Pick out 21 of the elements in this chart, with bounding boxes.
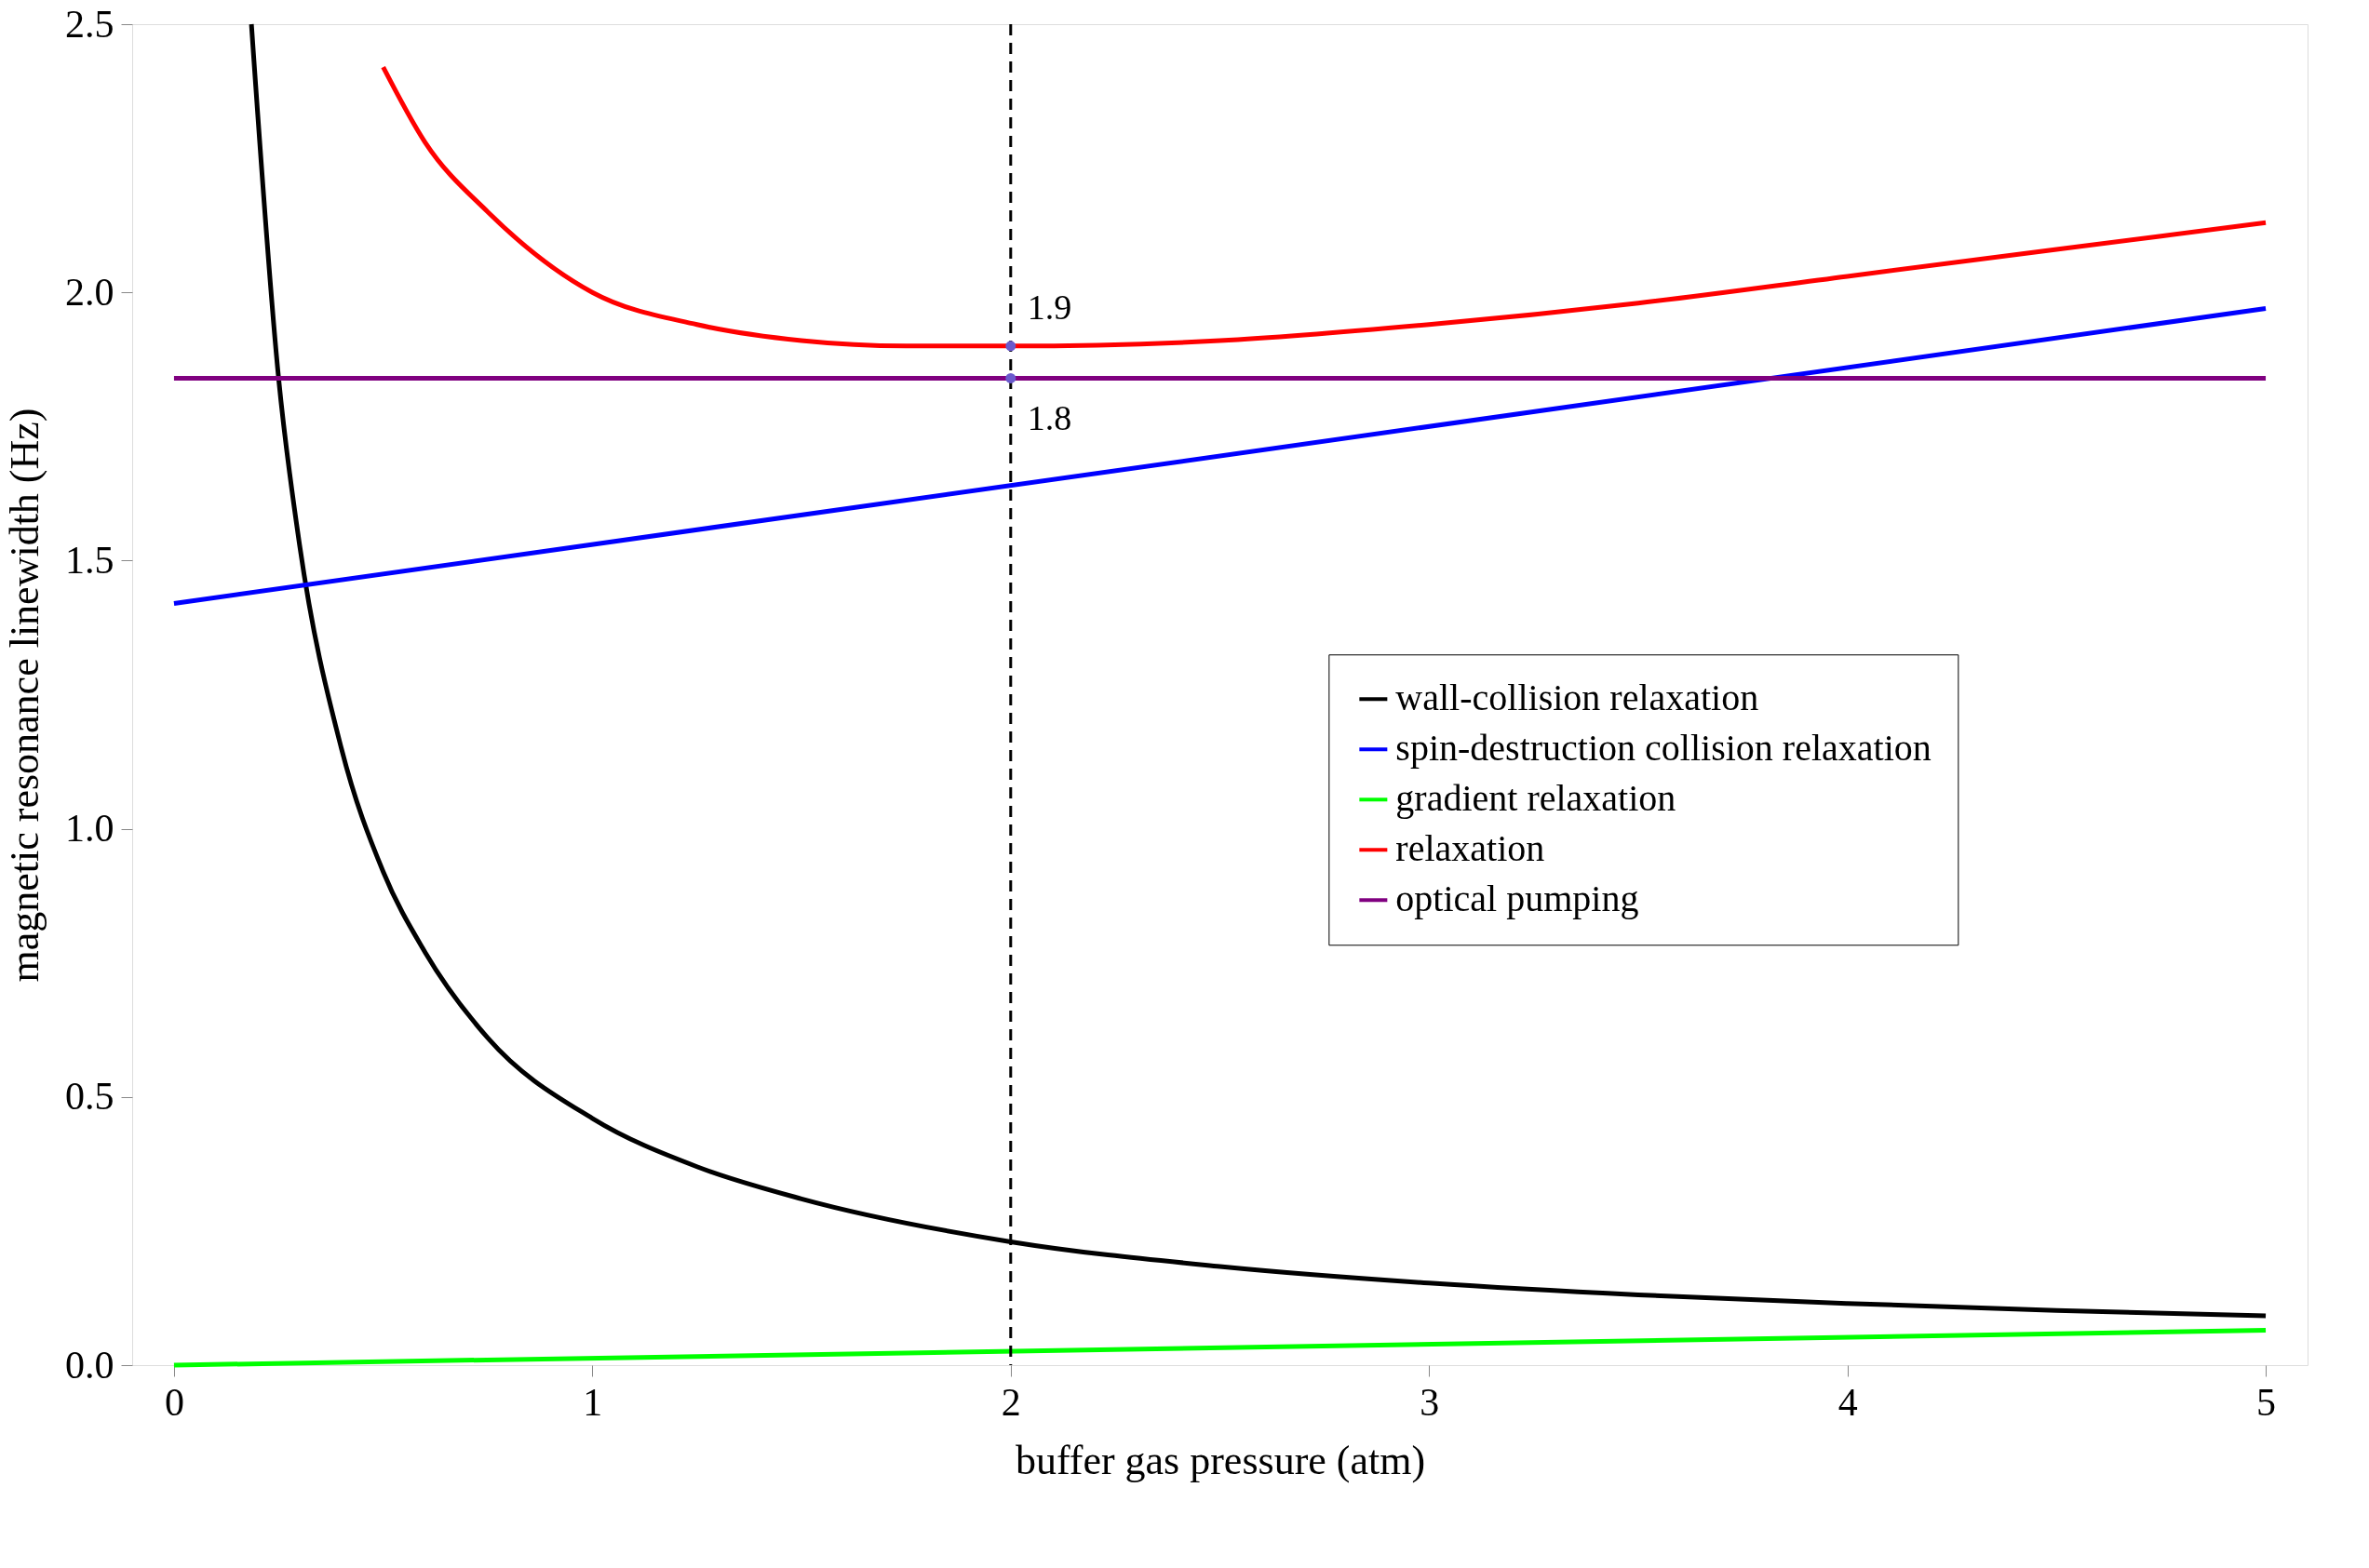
x-tick-label: 5 — [2256, 1380, 2277, 1424]
x-tick-label: 1 — [583, 1380, 603, 1424]
y-tick-label: 1.5 — [65, 538, 114, 582]
y-tick-label: 2.5 — [65, 2, 114, 46]
x-tick-label: 3 — [1420, 1380, 1440, 1424]
legend-label: gradient relaxation — [1395, 777, 1676, 820]
x-axis-title: buffer gas pressure (atm) — [1015, 1437, 1426, 1483]
y-tick-label: 0.5 — [65, 1075, 114, 1119]
y-axis-title: magnetic resonance linewidth (Hz) — [2, 408, 47, 983]
legend-label: spin-destruction collision relaxation — [1395, 727, 1932, 770]
x-tick-label: 0 — [164, 1380, 184, 1424]
x-tick-label: 4 — [1837, 1380, 1858, 1424]
annotation: 1.8 — [1027, 398, 1072, 438]
legend-label: relaxation — [1395, 827, 1545, 870]
x-tick-label: 2 — [1001, 1380, 1021, 1424]
legend-label: wall-collision relaxation — [1395, 677, 1759, 719]
legend-label: optical pumping — [1395, 878, 1639, 920]
annotation: 1.9 — [1027, 287, 1072, 327]
y-tick-label: 2.0 — [65, 270, 114, 314]
y-tick-label: 0.0 — [65, 1343, 114, 1387]
y-tick-label: 1.0 — [65, 807, 114, 851]
